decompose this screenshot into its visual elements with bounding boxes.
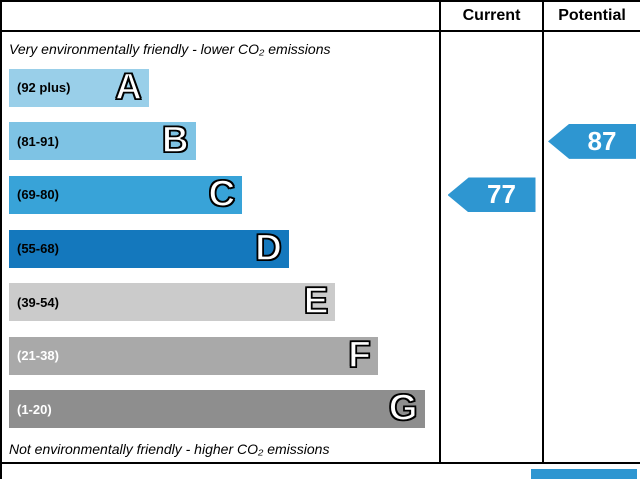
header-potential: Potential xyxy=(542,2,640,30)
band-letter: D xyxy=(254,226,282,268)
band-letter: E xyxy=(303,280,329,322)
header-chart-spacer xyxy=(2,2,439,30)
band-bar-c: (69-80) C xyxy=(9,172,243,214)
band-bar-d: (55-68) D xyxy=(9,226,289,268)
arrow-slot-c: 77 xyxy=(441,168,542,222)
column-top-spacer xyxy=(441,37,542,61)
band-range-label: (69-80) xyxy=(17,187,59,203)
arrow-slot-g xyxy=(544,382,640,436)
band-bar-e: (39-54) E xyxy=(9,280,336,322)
arrow-slot-f xyxy=(544,329,640,383)
header-current: Current xyxy=(439,2,542,30)
arrow-slot-d xyxy=(544,222,640,276)
chart-header-row: Current Potential xyxy=(2,2,640,32)
arrow-slot-b: 87 xyxy=(544,115,640,169)
band-letter: G xyxy=(388,387,418,429)
band-range-label: (92 plus) xyxy=(17,80,71,96)
current-column: 77 xyxy=(439,32,542,462)
band-range-label: (1-20) xyxy=(17,401,52,417)
arrow-slot-a xyxy=(544,61,640,115)
band-bar-b: (81-91) B xyxy=(9,119,196,161)
band-row-a: (92 plus) A xyxy=(9,61,433,115)
column-bottom-spacer xyxy=(441,436,542,460)
band-row-g: (1-20) G xyxy=(9,382,433,436)
arrow-slot-d xyxy=(441,222,542,276)
caption-bottom: Not environmentally friendly - higher CO… xyxy=(9,441,330,457)
potential-rating-arrow: 87 xyxy=(548,123,636,159)
arrow-slot-e xyxy=(544,275,640,329)
bands-column: Very environmentally friendly - lower CO… xyxy=(2,32,439,462)
potential-column: 87 xyxy=(542,32,640,462)
caption-top: Very environmentally friendly - lower CO… xyxy=(9,41,331,57)
band-letter: A xyxy=(114,65,142,107)
arrow-slot-e xyxy=(441,275,542,329)
arrow-slot-f xyxy=(441,329,542,383)
arrow-slot-a xyxy=(441,61,542,115)
arrow-slot-g xyxy=(441,382,542,436)
band-range-label: (55-68) xyxy=(17,241,59,257)
band-row-b: (81-91) B xyxy=(9,115,433,169)
band-bar-a: (92 plus) A xyxy=(9,65,149,107)
column-bottom-spacer xyxy=(544,436,640,460)
current-rating-arrow: 77 xyxy=(447,177,536,213)
eu-directive-box-partial xyxy=(531,469,637,479)
band-range-label: (21-38) xyxy=(17,348,59,364)
chart-body: Very environmentally friendly - lower CO… xyxy=(2,32,640,464)
band-bar-f: (21-38) F xyxy=(9,333,378,375)
band-letter: C xyxy=(208,172,236,214)
band-row-d: (55-68) D xyxy=(9,222,433,276)
band-row-c: (69-80) C xyxy=(9,168,433,222)
band-row-f: (21-38) F xyxy=(9,329,433,383)
band-row-e: (39-54) E xyxy=(9,275,433,329)
band-letter: F xyxy=(348,333,372,375)
band-letter: B xyxy=(161,119,189,161)
band-range-label: (39-54) xyxy=(17,294,59,310)
arrow-slot-b xyxy=(441,115,542,169)
footer-strip xyxy=(2,464,640,479)
rating-bands: (92 plus) A (81-91) B (69-80) C (55-68) D (39-54… xyxy=(9,61,433,436)
band-range-label: (81-91) xyxy=(17,133,59,149)
band-bar-g: (1-20) G xyxy=(9,387,425,429)
arrow-slot-c xyxy=(544,168,640,222)
column-top-spacer xyxy=(544,37,640,61)
